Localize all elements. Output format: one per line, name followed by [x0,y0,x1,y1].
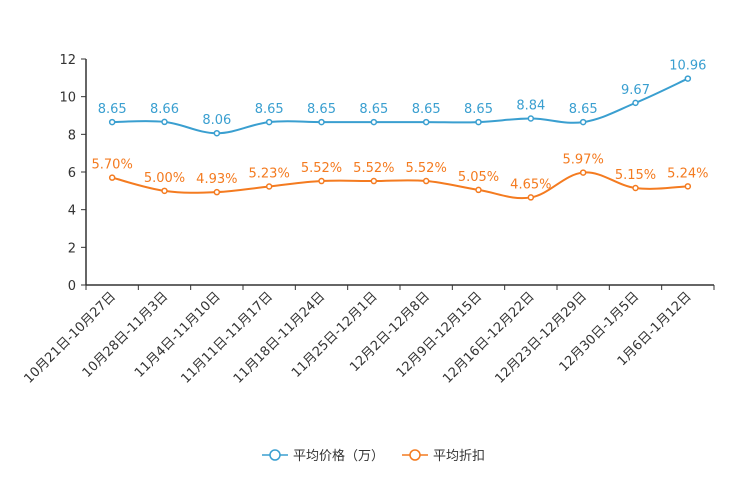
series-avg-price: 8.65 8.66 8.06 8.65 8.65 8.65 8.65 8.65 8.84 8.65… [98,59,706,137]
y-axis: 0 2 4 6 8 10 12 [59,53,87,294]
data-label: 5.05% [458,170,499,185]
data-point[interactable] [370,177,378,185]
data-point[interactable] [579,169,587,176]
series-line [112,77,689,135]
x-tick-label: 12月16日-12月22日 [440,289,537,386]
x-tick-label: 12月23日-12月29日 [493,289,590,386]
x-axis: 10月21日-10月27日10月28日-11月3日11月4日-11月10日11月… [22,284,715,387]
data-label: 4.65% [510,177,551,192]
data-point[interactable] [684,75,692,82]
data-point[interactable] [422,177,430,185]
data-point[interactable] [161,118,168,126]
data-label: 8.65 [412,102,441,117]
legend-label: 平均折扣 [433,449,485,464]
data-label: 8.65 [359,102,388,117]
data-label: 5.97% [563,153,604,168]
y-tick-label: 2 [68,241,76,256]
data-label: 8.66 [150,102,179,117]
data-point[interactable] [108,174,116,181]
data-label: 5.00% [144,171,185,186]
y-tick-label: 0 [68,279,76,294]
data-point[interactable] [318,177,325,185]
series-avg-discount: 5.70% 5.00% 4.93% 5.23% 5.52% 5.52% 5.52% 5.05%… [92,153,708,201]
legend-item-avg-price[interactable]: 平均价格（万） [262,448,384,464]
data-point[interactable] [108,118,116,126]
data-point[interactable] [579,118,587,126]
legend-label: 平均价格（万） [293,448,384,464]
data-label: 9.67 [621,83,650,98]
data-point[interactable] [527,194,535,201]
data-label: 8.65 [464,102,493,117]
data-label: 5.52% [301,161,342,176]
data-point[interactable] [632,184,639,192]
data-label: 8.65 [98,102,127,117]
data-label: 8.65 [307,102,336,117]
data-point[interactable] [527,115,535,122]
data-label: 8.65 [255,102,284,117]
data-point[interactable] [213,129,221,137]
data-point[interactable] [161,187,168,195]
legend: 平均价格（万） 平均折扣 [262,448,485,464]
data-point[interactable] [265,118,273,126]
data-label: 5.52% [406,161,447,176]
data-label: 5.24% [667,166,708,181]
legend-item-avg-discount[interactable]: 平均折扣 [402,449,485,464]
x-tick-label: 11月11日-11月17日 [179,289,276,386]
x-tick-label: 10月21日-10月27日 [22,289,119,386]
data-label: 5.70% [92,158,133,173]
data-point[interactable] [475,186,482,194]
data-label: 8.65 [569,102,598,117]
data-point[interactable] [265,183,273,190]
data-point[interactable] [422,118,430,126]
data-point[interactable] [475,118,482,126]
legend-marker-icon [269,449,281,461]
y-tick-label: 10 [59,91,76,106]
data-label: 8.06 [202,113,231,128]
data-point[interactable] [632,99,639,107]
y-tick-label: 12 [59,53,76,68]
data-label: 4.93% [196,172,237,187]
x-tick-label: 11月18日-11月24日 [231,289,328,386]
data-point[interactable] [318,118,325,126]
data-label: 5.15% [615,168,656,183]
legend-marker-icon [409,449,421,461]
data-point[interactable] [213,188,221,196]
y-tick-label: 8 [68,128,76,143]
data-label: 10.96 [669,59,706,74]
y-tick-label: 4 [68,204,76,219]
data-point[interactable] [684,183,692,190]
series-layer: 8.65 8.66 8.06 8.65 8.65 8.65 8.65 8.65 8.84 8.65… [92,59,708,201]
data-label: 5.52% [353,161,394,176]
data-point[interactable] [370,118,378,126]
data-label: 5.23% [249,167,290,182]
series-line [111,171,688,200]
y-tick-label: 6 [68,166,76,181]
data-label: 8.84 [516,99,545,114]
